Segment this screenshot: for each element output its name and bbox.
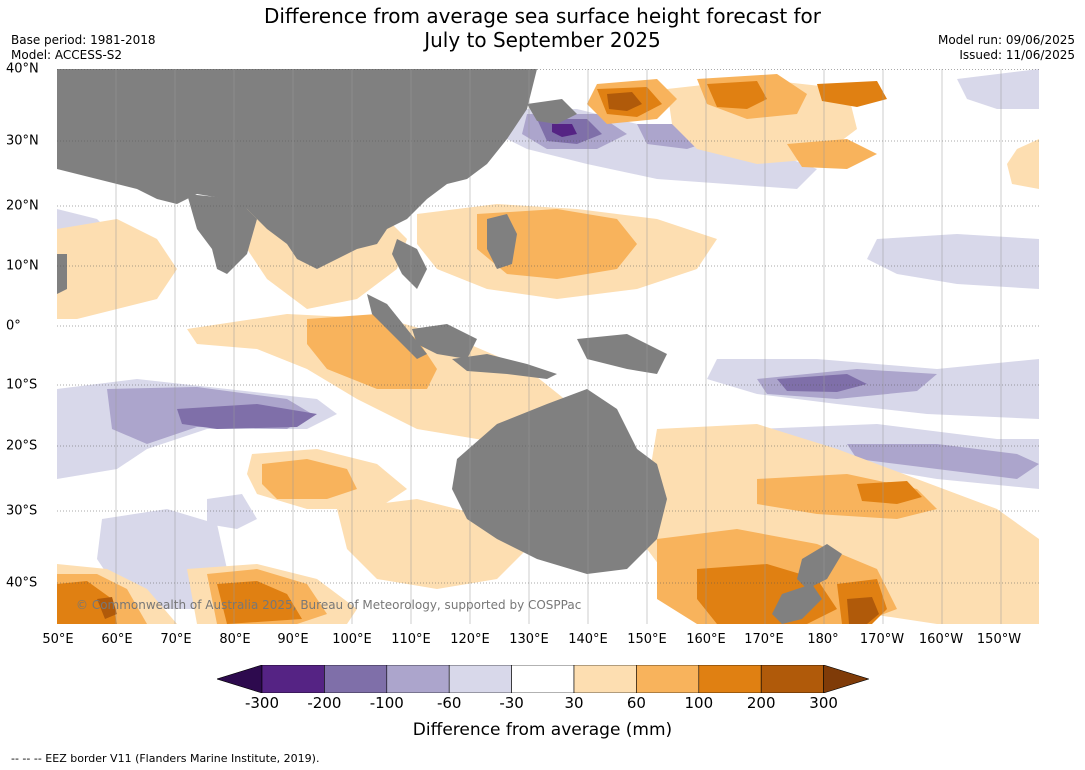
- model-name: Model: ACCESS-S2: [11, 48, 123, 62]
- lon-label: 150°W: [976, 632, 1022, 647]
- colorbar-cell: [261, 665, 325, 693]
- negative-anomalies-strong: [177, 119, 867, 429]
- lon-label: 60°E: [101, 632, 133, 647]
- lat-label: 30°N: [6, 133, 39, 149]
- lat-label: 10°S: [6, 377, 38, 393]
- lat-label: 20°N: [6, 198, 39, 214]
- colorbar-extend-high: [823, 665, 869, 693]
- meridians: [115, 69, 1002, 624]
- colorbar-tick-label: 200: [746, 694, 776, 712]
- model-run: Model run: 09/06/2025: [937, 33, 1075, 47]
- lon-label: 160°E: [686, 632, 726, 647]
- lat-label: 40°N: [6, 61, 39, 77]
- sea-height-map: [57, 69, 1039, 624]
- issued-date: Issued: 11/06/2025: [959, 48, 1075, 62]
- lat-label: 30°S: [6, 503, 38, 519]
- negative-anomaly-peak: [552, 124, 577, 137]
- lat-label: 10°N: [6, 258, 39, 274]
- lon-label: 140°E: [568, 632, 608, 647]
- positive-anomalies-extreme: [97, 92, 879, 624]
- title-line-2: July to September 2025: [424, 28, 661, 52]
- lon-label: 180°: [807, 632, 839, 647]
- lon-label: 160°W: [918, 632, 964, 647]
- lon-label: 80°E: [219, 632, 251, 647]
- copyright-notice: © Commonwealth of Australia 2025, Bureau…: [76, 598, 582, 612]
- lat-label: 0°: [6, 318, 21, 334]
- colorbar-label: Difference from average (mm): [412, 720, 673, 740]
- colorbar-extend-low: [217, 665, 263, 693]
- colorbar-cell: [698, 665, 762, 693]
- colorbar-tick-label: -100: [369, 694, 404, 712]
- colorbar-tick-label: -30: [499, 694, 524, 712]
- lon-label: 100°E: [332, 632, 372, 647]
- title-line-1: Difference from average sea surface heig…: [263, 4, 822, 28]
- colorbar-tick-label: 300: [809, 694, 838, 712]
- eez-footnote: -- -- -- EEZ border V11 (Flanders Marine…: [11, 752, 320, 765]
- lon-label: 150°E: [627, 632, 667, 647]
- colorbar-tick-label: 60: [626, 694, 646, 712]
- colorbar-tick-label: -300: [244, 694, 280, 712]
- model-info: Base period: 1981-2018 Model: ACCESS-S2: [11, 33, 156, 63]
- lon-label: 70°E: [160, 632, 192, 647]
- map-title: Difference from average sea surface heig…: [0, 4, 1085, 52]
- map-canvas: [57, 69, 1039, 624]
- colorbar-cell: [760, 665, 824, 693]
- lon-label: 120°E: [450, 632, 490, 647]
- lat-label: 40°S: [6, 575, 38, 591]
- colorbar-tick-label: 30: [564, 694, 584, 712]
- lon-label: 110°E: [391, 632, 431, 647]
- colorbar: [217, 665, 869, 693]
- colorbar-tick-label: -200: [307, 694, 342, 712]
- colorbar-cell: [448, 665, 512, 693]
- colorbar-tick-label: -60: [436, 694, 462, 712]
- colorbar-cell: [573, 665, 637, 693]
- lon-label: 90°E: [277, 632, 309, 647]
- base-period: Base period: 1981-2018: [11, 33, 156, 47]
- lon-label: 170°E: [744, 632, 784, 647]
- colorbar-tick-label: 100: [684, 694, 714, 712]
- land-masses: [57, 69, 842, 624]
- colorbar-cell: [511, 665, 575, 693]
- lat-label: 20°S: [6, 438, 38, 454]
- colorbar-cell: [636, 665, 700, 693]
- run-info: Model run: 09/06/2025 Issued: 11/06/2025: [938, 33, 1075, 63]
- lon-label: 170°W: [859, 632, 905, 647]
- colorbar-cell: [324, 665, 388, 693]
- lon-label: 130°E: [509, 632, 549, 647]
- colorbar-cell: [386, 665, 450, 693]
- lon-label: 50°E: [42, 632, 74, 647]
